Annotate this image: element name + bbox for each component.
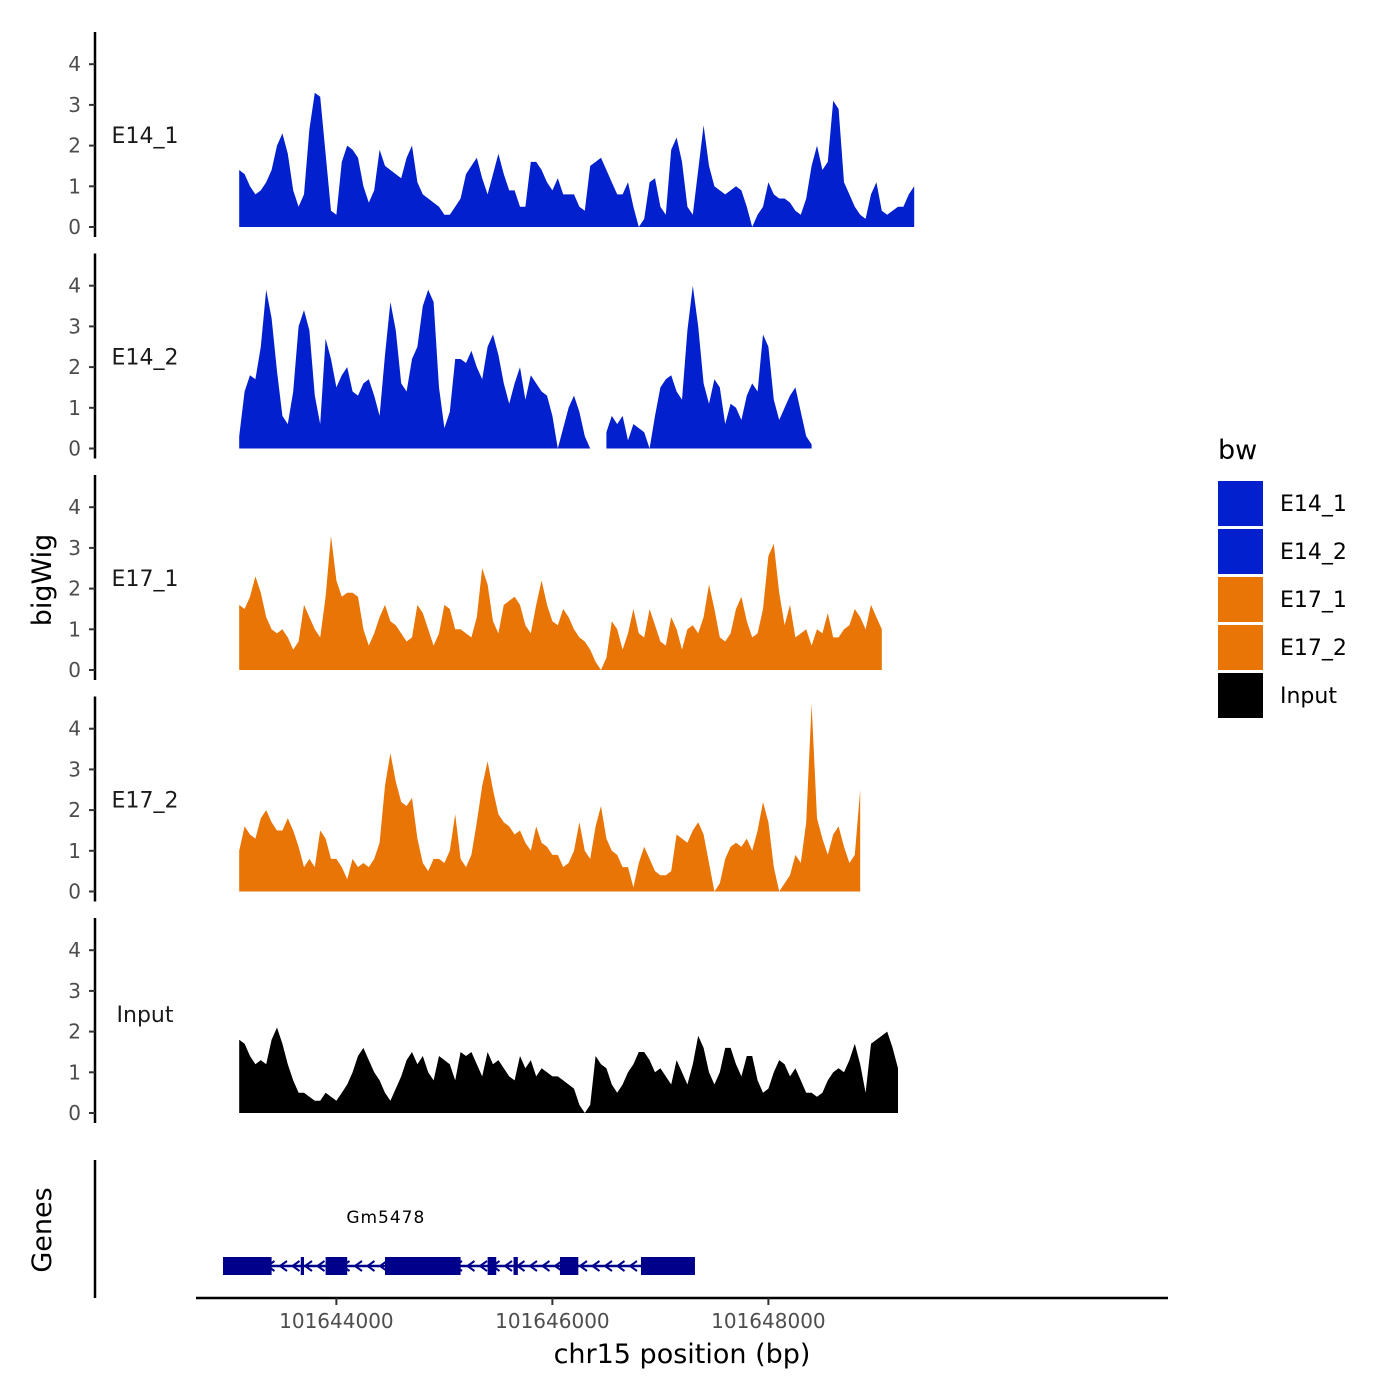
gene-Gm5478: Gm5478: [223, 1208, 695, 1275]
track-E14_2: 0 1 2 3 4 E14_2: [68, 253, 812, 461]
legend-swatch-E14_1: [1218, 481, 1263, 526]
signal-area-Input: [239, 1027, 898, 1113]
legend-label: Input: [1280, 684, 1337, 709]
gene-exon: [559, 1257, 579, 1275]
gene-exon: [223, 1257, 272, 1275]
y-tick-label: 2: [68, 1020, 81, 1044]
y-axis-title: bigWig: [27, 534, 58, 627]
signal-area-E14_2: [606, 285, 812, 449]
x-axis: 101644000 101646000 101648000: [196, 1296, 1168, 1333]
gene-exon: [300, 1257, 304, 1275]
signal-area-E14_2: [239, 289, 591, 449]
legend: bw E14_1 E14_2 E17_1 E17_2 Input: [1218, 435, 1347, 718]
strand-arrow: [278, 1260, 288, 1272]
x-tick-label: 101648000: [711, 1309, 826, 1333]
y-tick-label: 1: [68, 839, 81, 863]
gene-exon: [513, 1257, 518, 1275]
y-tick-label: 2: [68, 798, 81, 822]
strand-arrow: [540, 1260, 551, 1272]
y-tick-label: 0: [68, 437, 81, 461]
strand-arrow: [553, 1260, 563, 1272]
track-label: E14_1: [112, 124, 179, 149]
y-tick-label: 1: [68, 396, 81, 420]
track-E14_1: 0 1 2 3 4 E14_1: [68, 32, 915, 239]
y-tick-label: 3: [68, 314, 81, 338]
legend-title: bw: [1218, 435, 1257, 466]
legend-label: E14_1: [1280, 492, 1347, 517]
y-tick-label: 0: [68, 1101, 81, 1125]
track-Input: 0 1 2 3 4 Input: [68, 918, 898, 1125]
strand-arrow: [615, 1260, 626, 1272]
legend-label: E17_1: [1280, 588, 1347, 613]
strand-arrow: [290, 1260, 301, 1272]
y-tick-label: 0: [68, 215, 81, 239]
strand-arrow: [315, 1260, 326, 1272]
gene-label: Gm5478: [346, 1208, 425, 1228]
y-tick-label: 4: [68, 495, 81, 519]
y-tick-label: 2: [68, 355, 81, 379]
gene-exon: [325, 1257, 348, 1275]
genes-panel: Gm5478: [93, 1160, 695, 1298]
strand-arrow: [465, 1260, 476, 1272]
y-tick-label: 0: [68, 658, 81, 682]
y-tick-label: 4: [68, 274, 81, 298]
strand-arrow: [628, 1260, 638, 1272]
y-tick-label: 3: [68, 536, 81, 560]
strand-arrow: [353, 1260, 363, 1272]
track-label: E17_1: [112, 567, 179, 592]
legend-label: E14_2: [1280, 540, 1347, 565]
legend-label: E17_2: [1280, 636, 1347, 661]
strand-arrow: [603, 1260, 613, 1272]
y-tick-label: 3: [68, 757, 81, 781]
y-tick-label: 0: [68, 880, 81, 904]
legend-swatch-E17_2: [1218, 625, 1263, 670]
signal-tracks: 0 1 2 3 4 E14_1 0 1 2 3 4 E14_2 0 1 2 3 4 E17_1 0 1 2 3 4 E17_2…: [68, 32, 915, 1125]
strand-arrow: [503, 1260, 513, 1272]
strand-arrow: [578, 1260, 588, 1272]
legend-swatch-Input: [1218, 673, 1263, 718]
track-label: Input: [117, 1003, 174, 1028]
track-label: E14_2: [112, 346, 179, 371]
track-E17_2: 0 1 2 3 4 E17_2: [68, 696, 861, 904]
strand-arrow: [303, 1260, 313, 1272]
signal-area-E17_1: [239, 535, 882, 670]
y-tick-label: 4: [68, 52, 81, 76]
strand-arrow: [590, 1260, 601, 1272]
x-axis-title: chr15 position (bp): [554, 1339, 811, 1370]
gene-exon: [640, 1257, 695, 1275]
y-tick-label: 2: [68, 577, 81, 601]
y-tick-label: 2: [68, 134, 81, 158]
y-tick-label: 1: [68, 174, 81, 198]
y-tick-label: 3: [68, 979, 81, 1003]
y-tick-label: 3: [68, 93, 81, 117]
legend-swatch-E17_1: [1218, 577, 1263, 622]
gene-exon: [487, 1257, 497, 1275]
y-tick-label: 4: [68, 938, 81, 962]
strand-arrow: [528, 1260, 538, 1272]
y-tick-label: 4: [68, 717, 81, 741]
signal-area-E14_1: [239, 92, 915, 227]
strand-arrow: [378, 1260, 388, 1272]
genes-axis-title: Genes: [27, 1187, 58, 1272]
strand-arrow: [365, 1260, 376, 1272]
y-tick-label: 1: [68, 617, 81, 641]
legend-swatch-E14_2: [1218, 529, 1263, 574]
y-tick-label: 1: [68, 1060, 81, 1084]
track-E17_1: 0 1 2 3 4 E17_1: [68, 475, 882, 682]
track-label: E17_2: [112, 789, 179, 814]
strand-arrow: [478, 1260, 488, 1272]
gene-exon: [385, 1257, 461, 1275]
signal-area-E17_2: [239, 704, 861, 892]
x-tick-label: 101646000: [495, 1309, 610, 1333]
x-tick-label: 101644000: [279, 1309, 394, 1333]
